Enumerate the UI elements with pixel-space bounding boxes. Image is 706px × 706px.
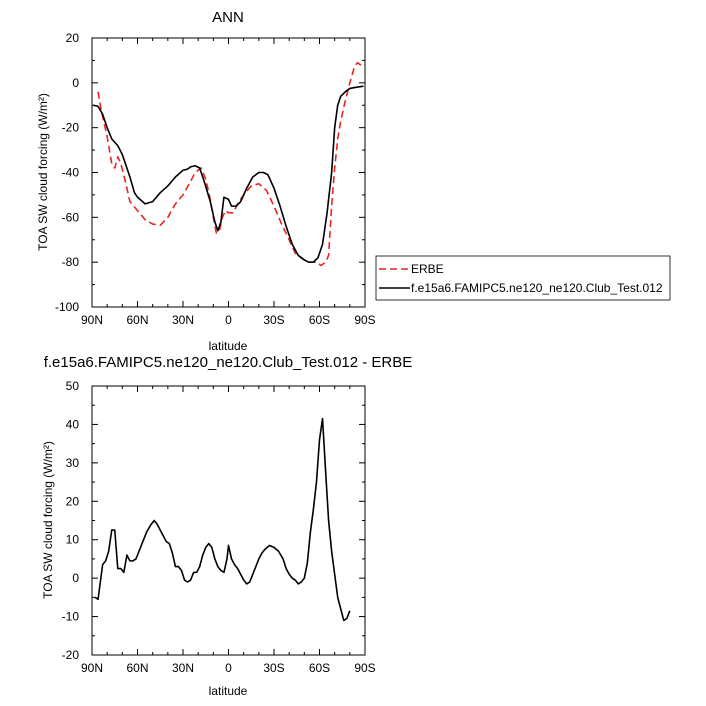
top-y-tick-label: -60 — [62, 210, 80, 224]
top-y-tick-label: -100 — [55, 300, 79, 314]
legend-label: ERBE — [411, 262, 444, 276]
top-x-tick-label: 0 — [225, 313, 232, 327]
bottom-plot-area: 90N 60N 30N 0 30S 60S 90S -20 -10 0 10 20 30 40 50 — [62, 379, 376, 675]
legend-box — [375, 255, 671, 301]
top-plot-area: 90N 60N 30N 0 30S 60S 90S -100 -80 -60 -40 -20 0 20 — [55, 31, 376, 327]
bottom-x-tick-label: 90S — [354, 661, 375, 675]
bottom-x-tick-label: 30S — [263, 661, 284, 675]
top-y-tick-label: 20 — [66, 31, 80, 45]
top-x-tick-label: 60S — [309, 313, 330, 327]
bottom-y-tick-label: 20 — [66, 494, 80, 508]
bottom-x-tick-label: 60S — [309, 661, 330, 675]
top-y-tick-label: -20 — [62, 121, 80, 135]
top-x-tick-label: 30S — [263, 313, 284, 327]
bottom-x-tick-label: 60N — [126, 661, 148, 675]
top-x-tick-label: 30N — [172, 313, 194, 327]
bottom-series-line-model — [94, 417, 351, 622]
top-x-tick-label: 60N — [126, 313, 148, 327]
bottom-panel: f.e15a6.FAMIPC5.ne120_ne120.Club_Test.01… — [41, 354, 412, 698]
top-x-axis-title: latitude — [209, 339, 248, 353]
bottom-x-tick-label: 90N — [81, 661, 103, 675]
bottom-y-tick-label: 0 — [72, 571, 79, 585]
bottom-y-tick-label: 40 — [66, 417, 80, 431]
bottom-plot-frame — [91, 385, 366, 656]
top-panel: ANN 90N 60N 30N 0 30S 60S 90S -100 -80 -60 -40 -20 0… — [36, 9, 671, 353]
bottom-panel-title: f.e15a6.FAMIPC5.ne120_ne120.Club_Test.01… — [44, 354, 413, 371]
bottom-x-tick-label: 30N — [172, 661, 194, 675]
top-y-tick-label: -80 — [62, 255, 80, 269]
top-y-axis-title: TOA SW cloud forcing (W/m²) — [36, 93, 50, 251]
top-plot-frame — [91, 37, 366, 308]
bottom-x-axis-title: latitude — [209, 684, 248, 698]
bottom-y-tick-label: 30 — [66, 456, 80, 470]
top-panel-title: ANN — [212, 9, 244, 26]
top-x-tick-label: 90N — [81, 313, 103, 327]
bottom-y-tick-label: 50 — [66, 379, 80, 393]
legend-label: f.e15a6.FAMIPC5.ne120_ne120.Club_Test.01… — [411, 281, 663, 295]
bottom-y-tick-label: -20 — [62, 648, 80, 662]
bottom-y-tick-label: 10 — [66, 533, 80, 547]
top-legend: ERBE f.e15a6.FAMIPC5.ne120_ne120.Club_Tes… — [375, 255, 671, 301]
bottom-y-axis-title: TOA SW cloud forcing (W/m²) — [41, 441, 55, 599]
top-x-tick-label: 90S — [354, 313, 375, 327]
top-series-line-model — [93, 85, 364, 263]
bottom-x-tick-label: 0 — [225, 661, 232, 675]
top-series-line-erbe — [97, 61, 364, 267]
top-y-tick-label: 0 — [72, 76, 79, 90]
bottom-y-tick-label: -10 — [62, 610, 80, 624]
top-y-tick-label: -40 — [62, 166, 80, 180]
